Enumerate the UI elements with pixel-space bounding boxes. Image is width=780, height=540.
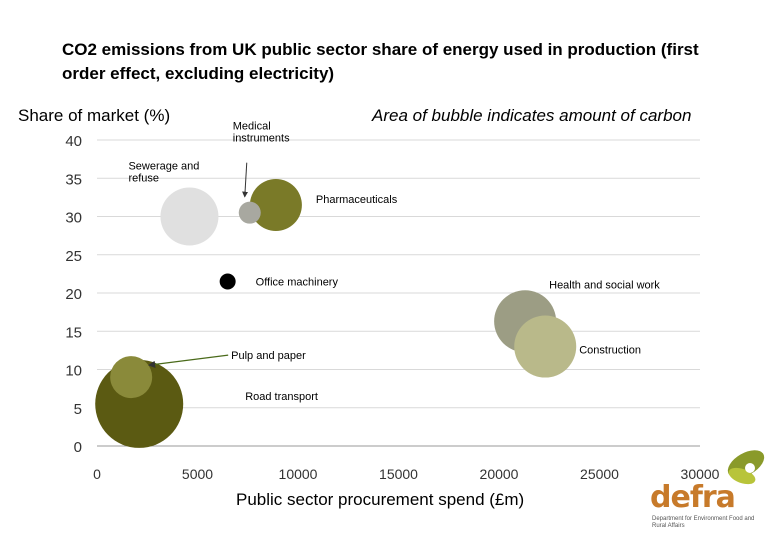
y-tick-label: 10 xyxy=(65,363,82,380)
x-tick-label: 30000 xyxy=(681,466,720,482)
y-tick-label: 35 xyxy=(65,171,82,188)
y-tick-label: 5 xyxy=(74,401,82,418)
y-tick-label: 25 xyxy=(65,248,82,265)
y-tick-label: 15 xyxy=(65,324,82,341)
y-tick-label: 0 xyxy=(74,439,82,456)
y-tick-label: 40 xyxy=(65,133,82,150)
logo-wordmark: defra xyxy=(650,480,736,515)
bubble-sewerage-and-refuse xyxy=(160,187,219,246)
defra-logo: defra Department for Environment Food an… xyxy=(646,438,772,534)
logo-subtitle: Department for Environment Food and Rura… xyxy=(652,516,755,529)
gridlines xyxy=(97,139,700,447)
bubble-area-note: Area of bubble indicates amount of carbo… xyxy=(372,106,692,125)
bubble-medical-instruments xyxy=(238,201,261,224)
label-pulp-and-paper: Pulp and paper xyxy=(231,350,306,362)
chart-title: CO2 emissions from UK public sector shar… xyxy=(62,40,699,83)
label-health-and-social-work: Health and social work xyxy=(549,279,660,291)
label-construction: Construction xyxy=(579,345,641,357)
arrow-pulp-and-paper xyxy=(147,354,229,368)
bubble-office-machinery xyxy=(219,273,236,290)
leaf-icon xyxy=(727,450,765,485)
bubble-pulp-and-paper xyxy=(110,356,153,399)
label-office-machinery: Office machinery xyxy=(256,277,339,289)
label-pharmaceuticals: Pharmaceuticals xyxy=(316,194,398,206)
label-sewerage-and-refuse: Sewerage and refuse xyxy=(128,161,199,185)
arrow-medical-instruments xyxy=(242,162,249,198)
x-tick-label: 15000 xyxy=(379,466,418,482)
bubble-pharmaceuticals xyxy=(249,179,302,232)
y-tick-label: 20 xyxy=(65,286,82,303)
bubbles xyxy=(95,179,577,448)
label-road-transport: Road transport xyxy=(245,391,318,403)
x-tick-label: 0 xyxy=(93,466,101,482)
label-medical-instruments: Medical instruments xyxy=(233,121,290,145)
x-tick-label: 25000 xyxy=(580,466,619,482)
annotation-arrows xyxy=(147,162,249,368)
y-axis-label: Share of market (%) xyxy=(18,106,171,125)
axis-ticks: 0 5 10 15 20 25 30 35 40 0 5000 10000 15000 20000 2500… xyxy=(65,133,719,482)
bubble-construction xyxy=(514,315,577,378)
x-axis-label: Public sector procurement spend (£m) xyxy=(236,490,525,509)
y-tick-label: 30 xyxy=(65,210,82,227)
bubble-labels: Road transport Pulp and paper Sewerage and… xyxy=(128,121,660,403)
x-tick-label: 10000 xyxy=(279,466,318,482)
x-tick-label: 20000 xyxy=(480,466,519,482)
x-tick-label: 5000 xyxy=(182,466,213,482)
